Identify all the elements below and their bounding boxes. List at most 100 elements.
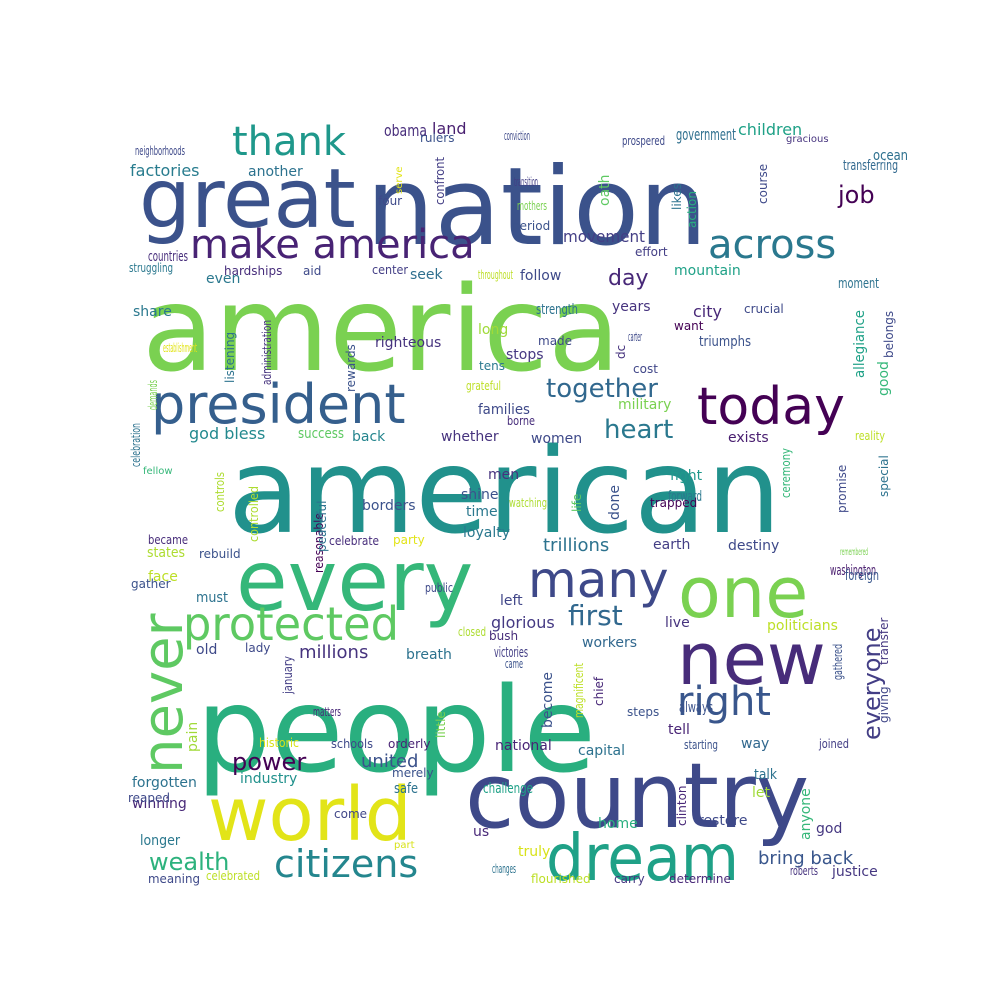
- word-victories: victories: [494, 645, 528, 661]
- word-time: time: [466, 504, 498, 520]
- word-way: way: [741, 736, 769, 752]
- word-establishment: establishment: [163, 341, 197, 355]
- word-destiny: destiny: [728, 538, 779, 554]
- word-listening: listening: [223, 332, 237, 383]
- word-seek: seek: [410, 267, 444, 283]
- word-united: united: [361, 751, 418, 772]
- word-mountain: mountain: [674, 263, 741, 279]
- word-reaped: reaped: [128, 791, 170, 805]
- word-celebration: celebration: [129, 423, 143, 467]
- word-action: action: [685, 191, 699, 228]
- word-left: left: [500, 593, 523, 609]
- word-dc: dc: [614, 345, 628, 359]
- word-tens: tens: [479, 359, 505, 373]
- word-watching: watching: [509, 496, 547, 510]
- word-anyone: anyone: [798, 788, 814, 840]
- word-glorious: glorious: [491, 613, 555, 632]
- word-live: live: [665, 615, 690, 631]
- word-protected: protected: [183, 597, 399, 651]
- word-moment: moment: [838, 276, 879, 292]
- word-party: party: [393, 533, 425, 547]
- word-let: let: [752, 785, 771, 801]
- word-government: government: [676, 125, 736, 144]
- word-talk: talk: [754, 767, 778, 783]
- word-became: became: [148, 533, 188, 547]
- word-many: many: [528, 551, 669, 609]
- word-want: want: [674, 319, 704, 333]
- word-prospered: prospered: [622, 134, 665, 148]
- word-part: part: [394, 840, 415, 851]
- word-loyalty: loyalty: [463, 525, 510, 541]
- word-day: day: [608, 266, 648, 291]
- word-transfer: transfer: [877, 618, 891, 665]
- word-little: little: [434, 711, 448, 738]
- word-factories: factories: [130, 161, 200, 180]
- word-steps: steps: [627, 705, 659, 719]
- word-years: years: [612, 299, 651, 315]
- word-millions: millions: [299, 642, 368, 663]
- word-truly: truly: [518, 844, 550, 860]
- word-crucial: crucial: [744, 302, 784, 316]
- word-winning: winning: [132, 796, 187, 812]
- word-today: today: [697, 377, 845, 437]
- word-face: face: [148, 569, 178, 585]
- word-gracious: gracious: [786, 134, 829, 145]
- word-breath: breath: [406, 647, 452, 663]
- word-countries: countries: [148, 249, 188, 265]
- word-industry: industry: [240, 771, 297, 787]
- word-children: children: [738, 120, 802, 139]
- word-bush: bush: [489, 629, 518, 643]
- word-starting: starting: [684, 738, 718, 752]
- word-transition: transition: [514, 175, 538, 189]
- word-right: right: [677, 679, 771, 725]
- word-controlled: controlled: [247, 486, 261, 542]
- word-safe: safe: [394, 781, 418, 797]
- word-pain: pain: [185, 722, 201, 752]
- word-four: four: [378, 194, 402, 208]
- word-one: one: [678, 552, 808, 634]
- word-struggling: struggling: [129, 261, 173, 275]
- word-good: good: [876, 361, 892, 396]
- word-joined: joined: [818, 737, 849, 751]
- word-ocean: ocean: [873, 148, 908, 164]
- word-earth: earth: [653, 537, 690, 553]
- word-orderly: orderly: [388, 737, 430, 751]
- word-washington: washington: [830, 563, 876, 579]
- word-reasonable: reasonable: [312, 513, 326, 573]
- word-women: women: [531, 431, 582, 447]
- word-old: old: [196, 642, 217, 658]
- word-chief: chief: [592, 676, 606, 706]
- word-allegiance: allegiance: [852, 310, 868, 378]
- word-january: january: [281, 656, 295, 695]
- word-america: america: [142, 260, 620, 398]
- word-every: every: [236, 532, 473, 630]
- word-shine: shine: [461, 487, 499, 503]
- word-states: states: [147, 545, 185, 561]
- word-belongs: belongs: [882, 311, 896, 358]
- word-clinton: clinton: [675, 785, 689, 826]
- word-forward: forward: [668, 489, 702, 505]
- word-tell: tell: [668, 722, 690, 738]
- word-borne: borne: [507, 414, 535, 428]
- word-everyone: everyone: [858, 628, 886, 740]
- word-back: back: [352, 429, 386, 445]
- word-heart: heart: [604, 415, 673, 445]
- word-must: must: [196, 590, 228, 606]
- word-peaceful: peaceful: [315, 501, 329, 553]
- word-matters: matters: [313, 705, 341, 719]
- word-schools: schools: [331, 737, 373, 751]
- word-oath: oath: [597, 174, 613, 206]
- word-rulers: rulers: [420, 131, 454, 145]
- word-special: special: [877, 455, 891, 497]
- word-ceremony: ceremony: [779, 448, 793, 498]
- word-period: period: [512, 219, 550, 233]
- word-made: made: [538, 334, 572, 348]
- word-long: long: [478, 322, 508, 338]
- word-justice: justice: [831, 864, 878, 880]
- word-hardships: hardships: [224, 264, 282, 278]
- word-conviction: conviction: [504, 129, 530, 143]
- word-challenge: challenge: [483, 781, 533, 797]
- word-rewards: rewards: [344, 344, 358, 392]
- word-nation: nation: [366, 145, 708, 270]
- word-across: across: [708, 222, 836, 268]
